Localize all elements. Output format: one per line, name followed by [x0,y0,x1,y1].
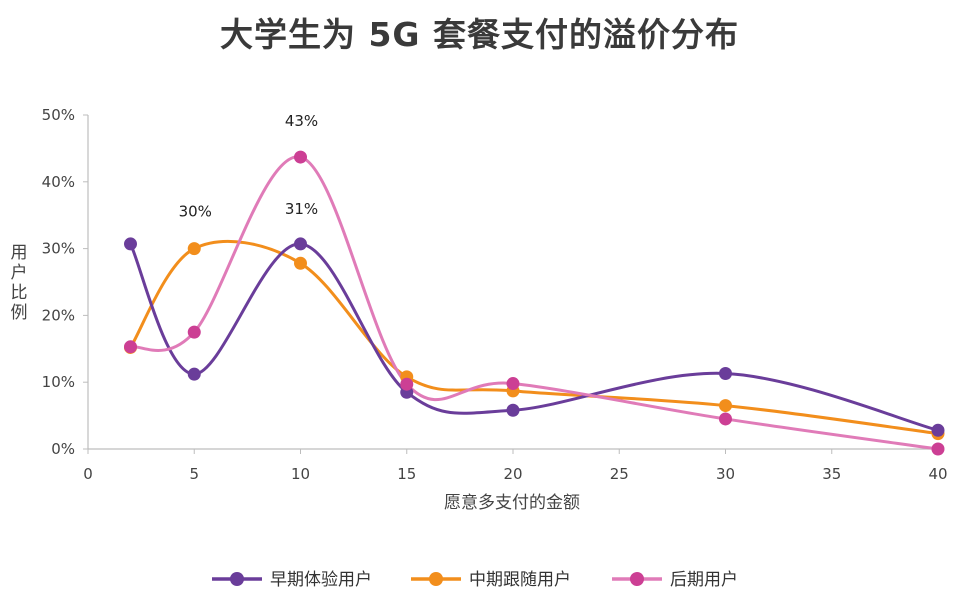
legend-label: 中期跟随用户 [469,570,571,590]
data-labels: 30% 43% 31% [179,112,319,221]
x-tick-label: 40 [928,465,947,483]
legend-label: 早期体验用户 [270,570,372,590]
x-tick-label: 10 [291,465,310,483]
y-tick-label: 20% [42,306,75,324]
series-line [129,239,940,436]
legend-item: 早期体验用户 [212,570,372,590]
data-label: 30% [179,203,212,221]
y-axis-title-char: 例 [11,303,28,323]
data-point [294,256,307,270]
data-point [719,399,732,413]
legend-item: 中期跟随用户 [411,570,571,590]
x-tick-label: 35 [822,465,841,483]
x-tick-label: 20 [503,465,522,483]
x-tick-label: 5 [189,465,199,483]
data-point [400,377,414,391]
axes: 0% 10% 20% 30% 40% 50% 0 5 10 15 20 25 30 35 40 [42,106,948,483]
series-line [129,155,940,451]
y-axis-title-char: 户 [11,263,28,283]
data-point [506,403,520,417]
data-point [187,367,201,381]
y-tick-label: 40% [42,173,75,191]
data-point [124,340,137,354]
data-point [124,237,137,251]
x-tick-label: 0 [83,465,93,483]
data-point [719,367,732,381]
legend-item: 后期用户 [612,570,738,590]
legend-swatch-marker [630,572,644,586]
x-axis-title: 愿意多支付的金额 [444,493,580,513]
data-label: 43% [285,112,318,130]
data-point [931,442,945,456]
x-tick-label: 25 [610,465,629,483]
data-point [931,423,945,437]
data-point [187,242,201,256]
series-markers [124,150,945,456]
data-point [506,377,520,391]
y-tick-label: 30% [42,240,75,258]
y-axis-title-char: 用 [11,243,28,263]
y-tick-label: 50% [42,106,75,124]
data-label: 31% [285,200,318,218]
data-point [719,412,732,426]
x-tick-label: 30 [716,465,735,483]
y-axis-title-char: 比 [11,283,28,303]
legend-swatch-marker [429,572,443,586]
chart-title: 大学生为 5G 套餐支付的溢价分布 [219,15,740,54]
legend-label: 后期用户 [670,570,738,590]
data-point [294,150,307,164]
data-point [294,237,307,251]
data-point [187,325,201,339]
series-line [129,242,940,432]
series-lines [129,155,940,451]
x-tick-label: 15 [397,465,416,483]
legend: 早期体验用户 中期跟随用户 后期用户 [212,570,738,590]
y-tick-label: 10% [42,373,75,391]
y-tick-label: 0% [51,440,75,458]
legend-swatch-marker [230,572,244,586]
